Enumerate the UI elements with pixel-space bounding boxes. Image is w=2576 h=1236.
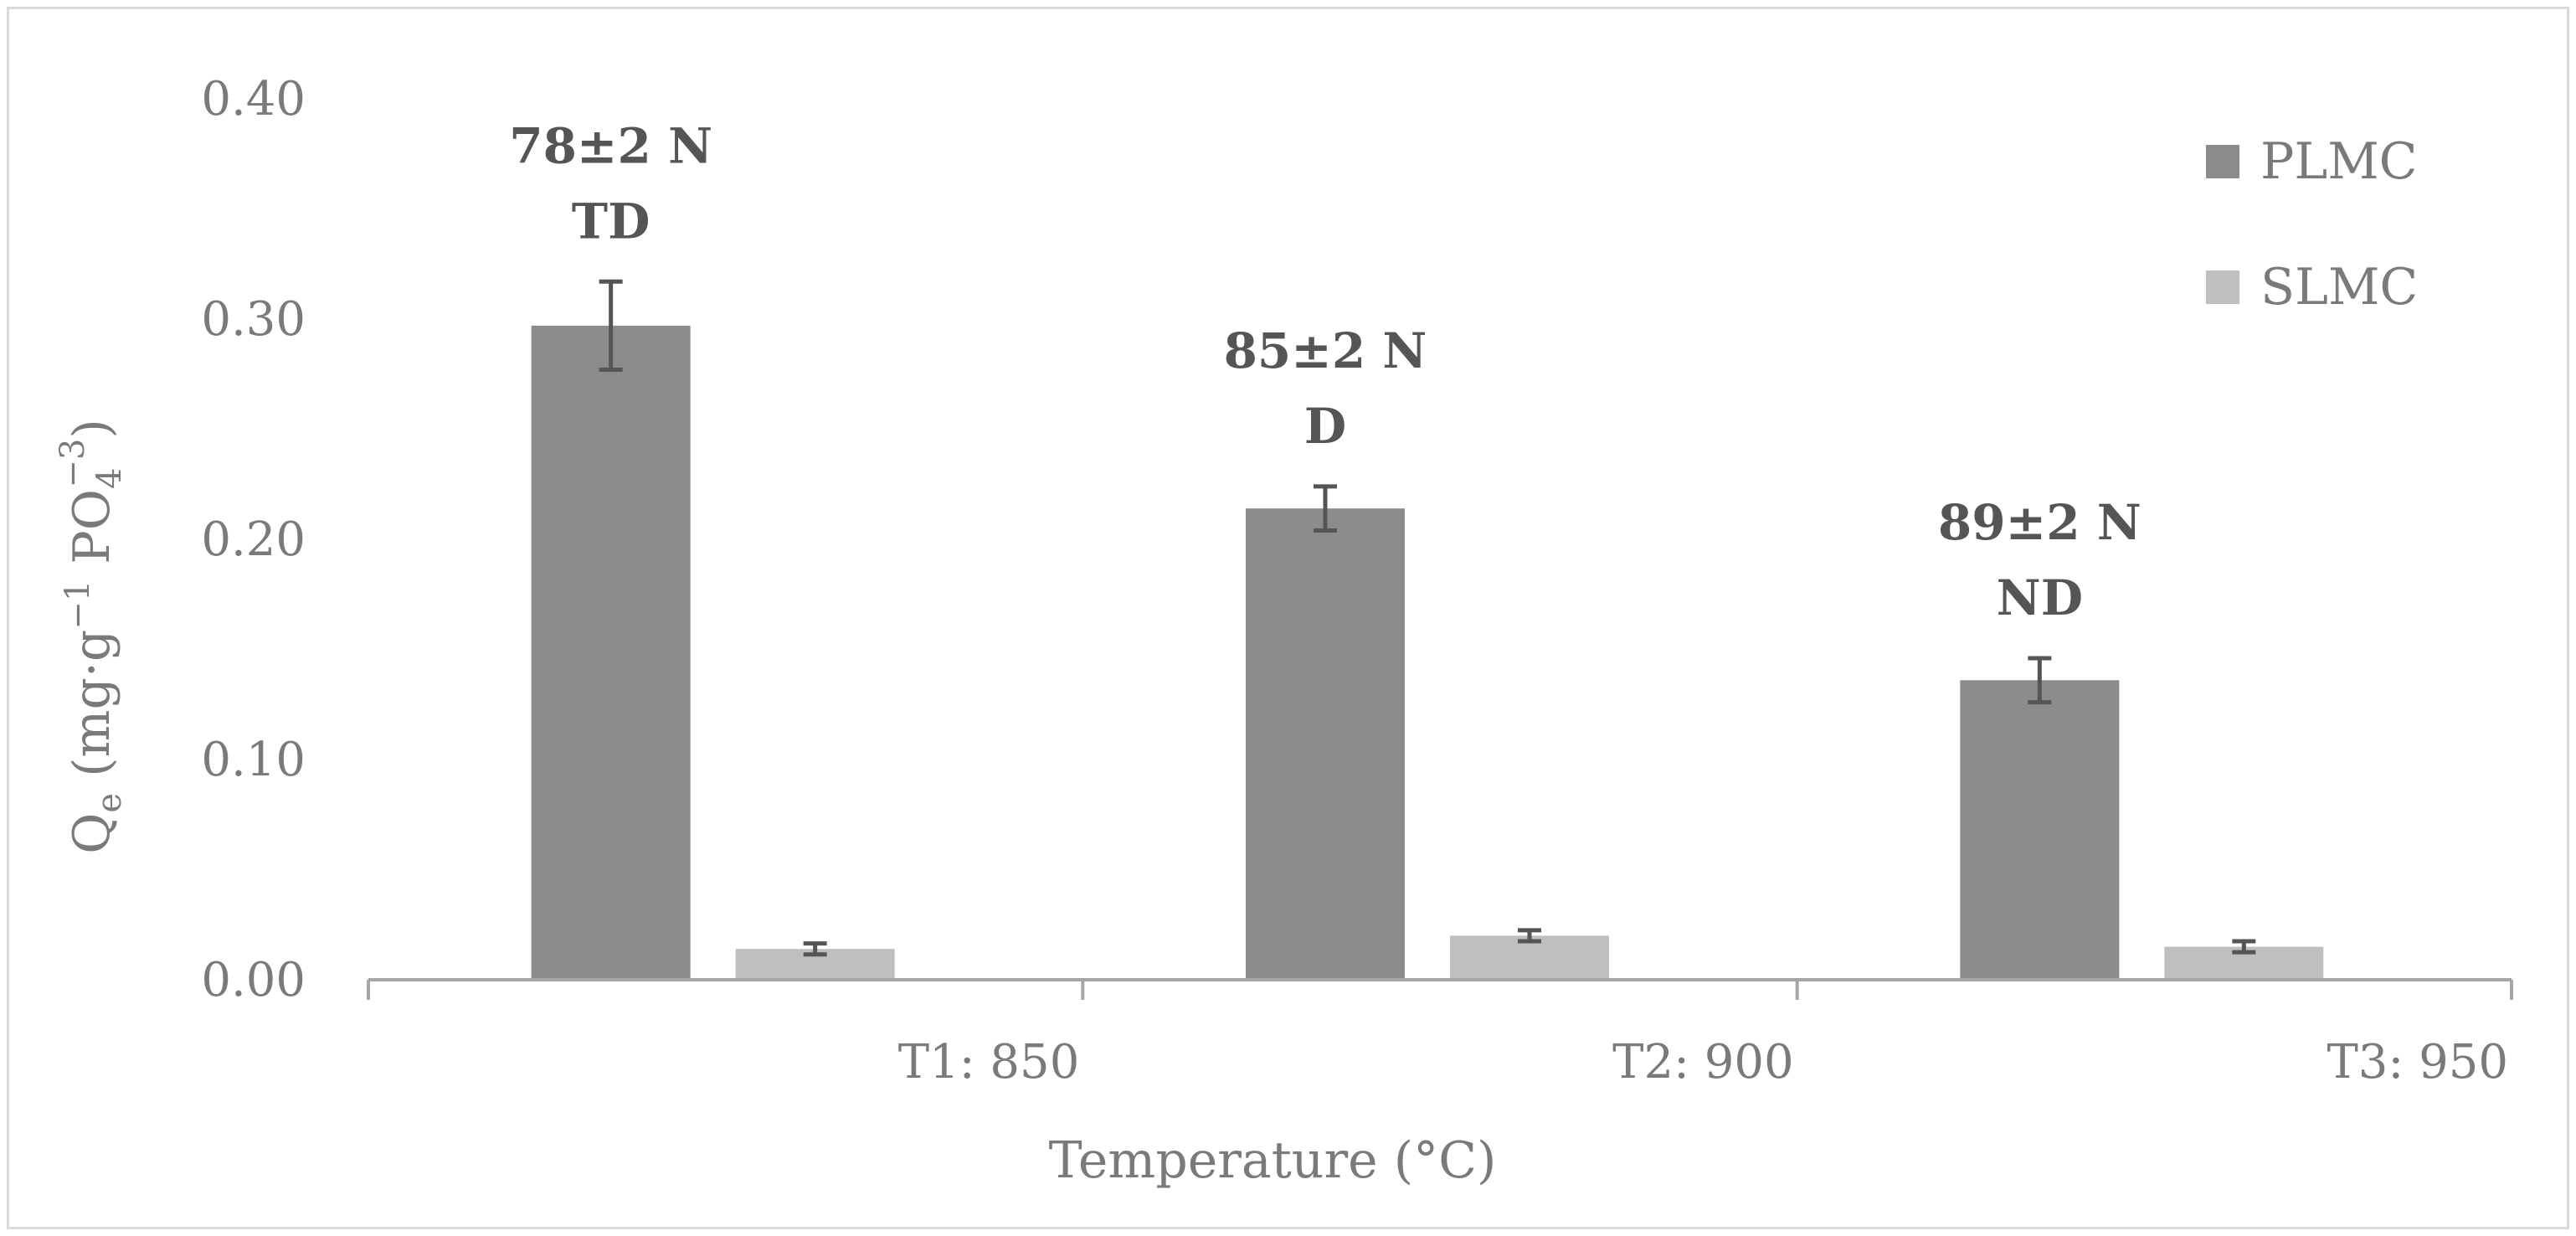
y-axis-title-close: ) [63,419,121,438]
y-tick-label: 0.00 [201,953,306,1007]
y-axis-title-prefix: Q [63,813,121,854]
legend-swatch-slmc [2206,270,2239,304]
bar-annotation-line2: TD [572,193,650,250]
y-axis-title-sub2: 4 [90,468,129,489]
legend-label-plmc: PLMC [2260,132,2418,191]
y-tick-label: 0.20 [201,512,306,567]
y-tick-label: 0.10 [201,733,306,787]
y-axis-title: Qe (mg·g−1 PO4−3) [54,419,129,854]
y-axis-title-middle: PO [63,489,121,580]
bar-annotation-line1: 78±2 N [509,117,712,174]
bar-annotation-line1: 89±2 N [1938,494,2142,551]
legend-swatch-plmc [2206,145,2239,178]
y-axis-title-prefix-sub: e [90,793,129,813]
x-tick-label: T2: 900 [1612,1035,1794,1089]
y-axis-title-exp1: −1 [59,580,97,630]
bar-annotation-line2: ND [1997,569,2083,626]
svg-text:Qe (mg·g−1 PO4−3): Qe (mg·g−1 PO4−3) [54,419,129,854]
bar-annotation-line1: 85±2 N [1224,322,1427,379]
x-tick-label: T3: 950 [2327,1035,2508,1089]
y-axis-title-open: (mg·g [63,630,121,793]
y-axis-title-exp2: −3 [54,439,92,488]
bar-plmc [1960,680,2120,980]
bar-annotation-line2: D [1304,398,1346,455]
x-axis-title: Temperature (°C) [1049,1131,1497,1190]
x-tick-label: T1: 850 [898,1035,1080,1089]
legend-label-slmc: SLMC [2260,258,2418,317]
bar-plmc [1246,508,1405,980]
y-tick-label: 0.30 [201,292,306,347]
bar-plmc [531,325,691,980]
y-tick-label: 0.40 [201,72,306,126]
